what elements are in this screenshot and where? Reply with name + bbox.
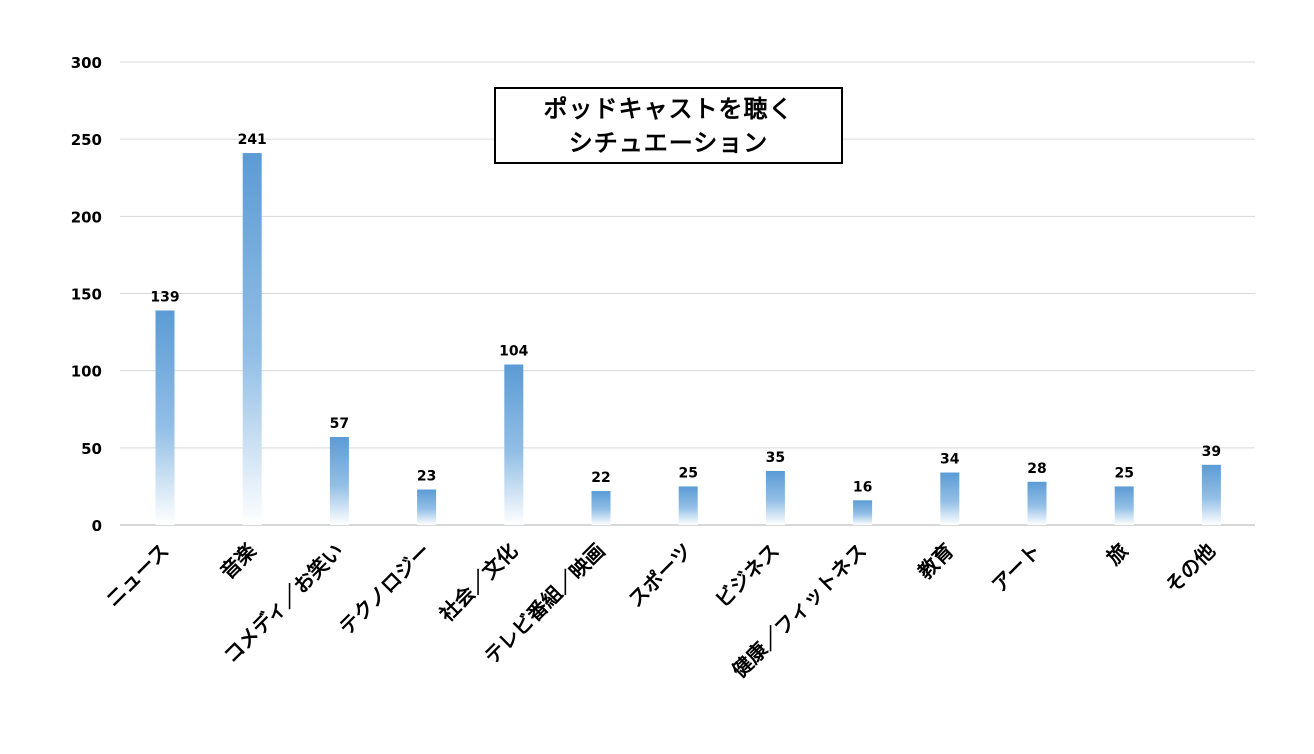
x-tick-label: 旅 (1102, 539, 1133, 570)
bar (940, 472, 960, 525)
x-tick-label: 音楽 (215, 538, 261, 584)
data-label: 25 (1114, 465, 1133, 481)
bar (417, 489, 437, 525)
data-label: 241 (238, 132, 267, 148)
bar (591, 491, 611, 525)
data-label: 28 (1027, 461, 1046, 477)
x-tick-label: ニュース (101, 539, 174, 612)
y-tick-label: 100 (71, 363, 102, 381)
y-tick-label: 300 (71, 54, 102, 72)
data-label: 22 (591, 470, 610, 486)
data-label: 35 (766, 450, 785, 466)
chart-title: ポッドキャストを聴く シチュエーション (494, 87, 843, 164)
data-label: 104 (499, 343, 528, 359)
y-tick-label: 150 (71, 286, 102, 304)
bar (155, 310, 175, 525)
bar (1114, 486, 1134, 525)
data-label: 16 (853, 479, 872, 495)
bars (155, 153, 1221, 525)
y-tick-label: 0 (92, 517, 102, 535)
data-label: 23 (417, 469, 436, 485)
x-tick-label: スポーツ (623, 539, 696, 612)
data-label: 39 (1202, 444, 1221, 460)
x-tick-label: その他 (1161, 539, 1220, 598)
bar (853, 500, 873, 525)
chart-title-line-2: シチュエーション (568, 128, 769, 157)
data-label: 57 (330, 416, 349, 432)
chart-title-line-1: ポッドキャストを聴く (543, 94, 794, 123)
bar (329, 437, 349, 525)
data-labels: 139 241 57 23 104 22 25 35 16 34 28 25 39 (150, 132, 1221, 495)
data-label: 25 (678, 465, 697, 481)
x-tick-label: アート (987, 539, 1046, 598)
bar (242, 153, 262, 525)
bar (1201, 464, 1221, 525)
x-tick-label: ビジネス (710, 539, 784, 613)
bar (765, 470, 785, 525)
bar (678, 486, 698, 525)
y-axis-tick-labels: 0 50 100 150 200 250 300 (71, 54, 102, 535)
data-label: 139 (150, 289, 179, 305)
bar (504, 364, 524, 525)
x-tick-label: テクノロジー (334, 539, 435, 640)
x-tick-label: 教育 (913, 539, 958, 584)
x-tick-label: 社会／文化 (434, 539, 522, 627)
y-tick-label: 200 (71, 208, 102, 226)
y-tick-label: 50 (81, 440, 102, 458)
data-label: 34 (940, 452, 960, 468)
y-tick-label: 250 (71, 131, 102, 149)
bar (1027, 481, 1047, 525)
